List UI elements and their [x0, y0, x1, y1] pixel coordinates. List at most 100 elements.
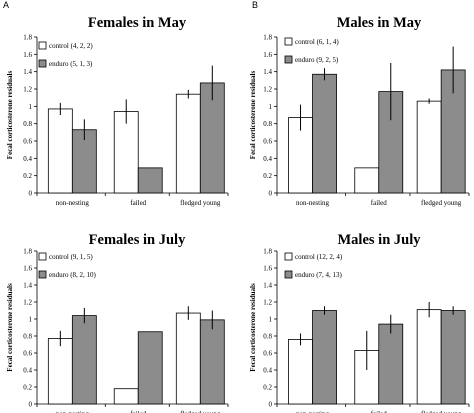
- legend-swatch-control: [284, 252, 293, 261]
- y-tick-label: 0.6: [23, 138, 32, 146]
- y-tick-label: 1.8: [263, 248, 272, 256]
- legend-swatch-enduro: [284, 55, 293, 64]
- y-tick-label: 1.4: [263, 282, 272, 290]
- y-tick-label: 1.6: [263, 265, 272, 273]
- legend-swatch-control: [38, 252, 47, 261]
- y-tick-label: 0.4: [263, 155, 272, 163]
- y-tick-label: 1.2: [23, 299, 32, 307]
- y-tick-label: 0: [269, 190, 273, 198]
- y-tick-label: 1.6: [263, 51, 272, 59]
- x-tick-label: failed: [371, 199, 387, 207]
- legend-swatch-control: [38, 41, 47, 50]
- chart-title: Males in May: [337, 15, 422, 31]
- y-axis-label: Fecal corticosterone residuals: [6, 283, 14, 372]
- x-tick-label: non-nesting: [296, 199, 330, 207]
- bar-control-failed: [354, 167, 380, 194]
- y-tick-label: 0.4: [263, 367, 272, 375]
- legend-entry-enduro: enduro (8, 2, 10): [49, 271, 97, 279]
- y-tick-label: 0.2: [263, 384, 272, 392]
- bar-control-failed: [113, 388, 139, 405]
- y-tick-label: 0.8: [23, 120, 32, 128]
- y-tick-label: 0: [29, 401, 33, 409]
- bar-control-fledged-young: [416, 100, 442, 194]
- x-tick-label: fledged young: [421, 199, 462, 207]
- y-tick-label: 1.8: [23, 34, 32, 42]
- x-tick-label: non-nesting: [56, 410, 90, 413]
- y-tick-label: 0.8: [263, 120, 272, 128]
- bar-enduro-failed: [137, 331, 163, 405]
- legend-entry-enduro: enduro (9, 2, 5): [295, 56, 339, 64]
- legend-swatch-control: [284, 37, 293, 46]
- y-tick-label: 1.4: [23, 282, 32, 290]
- y-tick-label: 1: [269, 103, 273, 111]
- y-tick-label: 0.2: [23, 384, 32, 392]
- legend-entry-control: control (9, 1, 5): [49, 253, 93, 261]
- bar-enduro-non-nesting: [312, 310, 337, 405]
- legend-swatch-enduro: [284, 270, 293, 279]
- x-tick-label: failed: [371, 410, 387, 413]
- y-tick-label: 0: [269, 401, 273, 409]
- legend-entry-enduro: enduro (7, 4, 13): [295, 271, 343, 279]
- y-tick-label: 0.2: [23, 172, 32, 180]
- bar-control-fledged-young: [416, 309, 442, 405]
- x-tick-label: fledged young: [180, 199, 221, 207]
- y-tick-label: 0.6: [263, 138, 272, 146]
- bar-enduro-non-nesting: [71, 129, 97, 194]
- chart-panel-1: A Females in May Fecal corticosterone resi…: [3, 0, 229, 207]
- panel-letter: A: [3, 0, 9, 10]
- y-tick-label: 1.6: [23, 51, 32, 59]
- y-tick-label: 0: [29, 190, 33, 198]
- bar-enduro-fledged-young: [440, 310, 466, 405]
- bar-enduro-failed: [137, 167, 163, 194]
- legend-swatch-enduro: [38, 59, 47, 68]
- y-tick-label: 0.2: [263, 172, 272, 180]
- y-tick-label: 1.2: [263, 86, 272, 94]
- y-tick-label: 1: [29, 316, 33, 324]
- x-tick-label: failed: [130, 410, 146, 413]
- y-tick-label: 1: [29, 103, 33, 111]
- x-tick-label: non-nesting: [56, 199, 90, 207]
- chart-title: Males in July: [338, 232, 422, 248]
- bar-control-failed: [113, 111, 139, 194]
- y-tick-label: 0.4: [23, 155, 32, 163]
- y-tick-label: 1.8: [23, 248, 32, 256]
- y-tick-label: 1.2: [23, 86, 32, 94]
- bar-enduro-fledged-young: [199, 82, 225, 194]
- y-tick-label: 1.2: [263, 299, 272, 307]
- bar-enduro-non-nesting: [312, 73, 337, 194]
- bar-enduro-non-nesting: [71, 315, 97, 405]
- bar-control-fledged-young: [175, 312, 201, 405]
- y-axis-label: Fecal corticosterone residuals: [249, 71, 257, 160]
- legend-swatch-enduro: [38, 270, 47, 279]
- legend-entry-control: control (12, 2, 4): [295, 253, 343, 261]
- y-tick-label: 0.6: [263, 350, 272, 358]
- x-tick-label: fledged young: [180, 410, 221, 413]
- y-axis-label: Fecal corticosterone residuals: [6, 71, 14, 160]
- chart-title: Females in May: [88, 15, 187, 31]
- y-axis-label: Fecal corticosterone residuals: [249, 283, 257, 372]
- y-tick-label: 1.6: [23, 265, 32, 273]
- bar-control-fledged-young: [175, 93, 201, 194]
- bar-control-non-nesting: [288, 338, 313, 405]
- x-tick-label: non-nesting: [296, 410, 330, 413]
- chart-panel-4: Males in July Fecal corticosterone residu…: [249, 232, 470, 413]
- bar-control-non-nesting: [47, 338, 73, 405]
- y-tick-label: 0.8: [23, 333, 32, 341]
- chart-panel-3: Females in July Fecal corticosterone resi…: [6, 232, 229, 413]
- bar-control-non-nesting: [47, 108, 73, 194]
- chart-title: Females in July: [89, 232, 186, 248]
- y-tick-label: 1.8: [263, 34, 272, 42]
- chart-panel-2: B Males in May Fecal corticosterone residu…: [249, 0, 470, 207]
- y-tick-label: 0.4: [23, 367, 32, 375]
- x-tick-label: fledged young: [421, 410, 462, 413]
- y-tick-label: 1.4: [23, 68, 32, 76]
- legend-entry-enduro: enduro (5, 1, 3): [49, 60, 93, 68]
- legend-entry-control: control (4, 2, 2): [49, 42, 93, 50]
- panel-letter: B: [252, 0, 258, 10]
- bar-enduro-fledged-young: [199, 319, 225, 405]
- y-tick-label: 1.4: [263, 68, 272, 76]
- legend-entry-control: control (6, 1, 4): [295, 38, 339, 46]
- x-tick-label: failed: [130, 199, 146, 207]
- bar-enduro-failed: [378, 323, 404, 405]
